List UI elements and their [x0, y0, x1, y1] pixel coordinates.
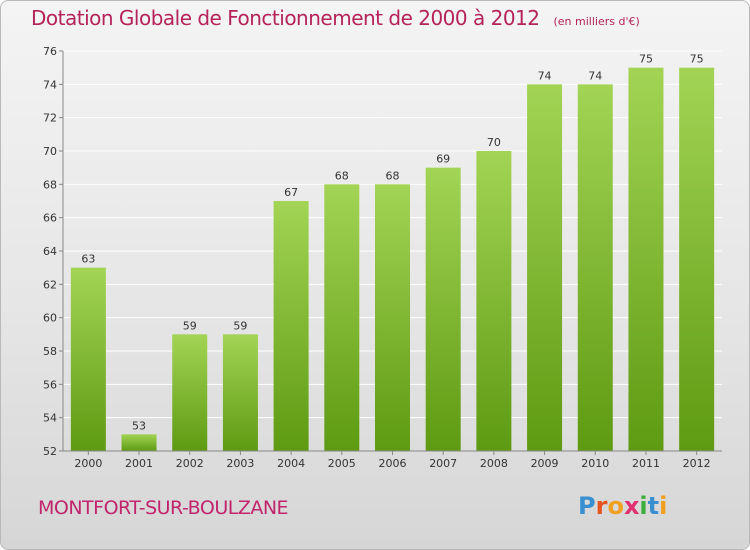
chart-title: Dotation Globale de Fonctionnement de 20…: [31, 6, 540, 30]
x-tick-label-2011: 2011: [632, 457, 660, 470]
data-label-2001: 53: [132, 419, 146, 432]
data-label-2008: 70: [487, 136, 501, 149]
bar-2001: [121, 434, 157, 451]
x-tick-label-2008: 2008: [480, 457, 508, 470]
data-label-2010: 74: [588, 69, 602, 82]
x-tick-label-2010: 2010: [581, 457, 609, 470]
x-tick-label-2012: 2012: [683, 457, 711, 470]
x-tick-label-2000: 2000: [74, 457, 102, 470]
bar-2011: [628, 67, 664, 452]
bar-2009: [527, 84, 563, 451]
y-tick-label: 74: [43, 78, 57, 91]
y-tick-label: 52: [43, 445, 57, 458]
logo-letter: P: [578, 492, 596, 520]
logo-letter: t: [647, 492, 660, 520]
bar-2004: [273, 201, 309, 451]
bar-2003: [222, 334, 258, 451]
logo-letter: o: [607, 492, 624, 520]
bar-2006: [375, 184, 410, 452]
y-tick-label: 72: [43, 112, 57, 125]
data-label-2006: 68: [386, 169, 400, 182]
commune-name: MONTFORT-SUR-BOULZANE: [38, 497, 289, 519]
data-label-2011: 75: [639, 53, 653, 66]
x-tick-label-2006: 2006: [379, 457, 407, 470]
logo-letter: i: [659, 492, 668, 520]
x-tick-label-2007: 2007: [429, 457, 457, 470]
x-tick-label-2002: 2002: [176, 457, 204, 470]
y-tick-label: 66: [43, 212, 57, 225]
x-tick-label-2004: 2004: [277, 457, 305, 470]
data-label-2009: 74: [538, 69, 552, 82]
logo-letter: x: [623, 492, 640, 520]
data-label-2004: 67: [284, 186, 298, 199]
data-label-2000: 63: [81, 253, 95, 266]
y-tick-label: 60: [43, 312, 57, 325]
y-tick-label: 54: [43, 412, 57, 425]
bar-2007: [425, 167, 461, 451]
y-tick-label: 62: [43, 278, 57, 291]
x-tick-label-2009: 2009: [531, 457, 559, 470]
y-tick-label: 56: [43, 378, 57, 391]
data-label-2003: 59: [233, 319, 247, 332]
bar-2002: [172, 334, 208, 451]
data-label-2012: 75: [690, 53, 704, 66]
bar-2005: [324, 184, 360, 452]
logo-letter: r: [595, 492, 608, 520]
x-tick-label-2001: 2001: [125, 457, 153, 470]
bar-2008: [476, 151, 512, 451]
x-tick-label-2005: 2005: [328, 457, 356, 470]
data-label-2005: 68: [335, 169, 349, 182]
y-tick-label: 76: [43, 45, 57, 58]
y-tick-label: 68: [43, 178, 57, 191]
bar-2012: [679, 67, 715, 452]
bar-2000: [70, 267, 106, 451]
x-tick-label-2003: 2003: [226, 457, 254, 470]
title-row: Dotation Globale de Fonctionnement de 20…: [31, 6, 640, 30]
y-tick-label: 70: [43, 145, 57, 158]
data-label-2007: 69: [436, 153, 450, 166]
proxiti-logo: Proxiti: [578, 492, 667, 520]
unit-label: (en milliers d'€): [553, 15, 640, 28]
y-tick-label: 58: [43, 345, 57, 358]
logo-letter: i: [639, 492, 648, 520]
y-tick-label: 64: [43, 245, 57, 258]
bar-2010: [577, 84, 613, 451]
data-label-2002: 59: [183, 319, 197, 332]
